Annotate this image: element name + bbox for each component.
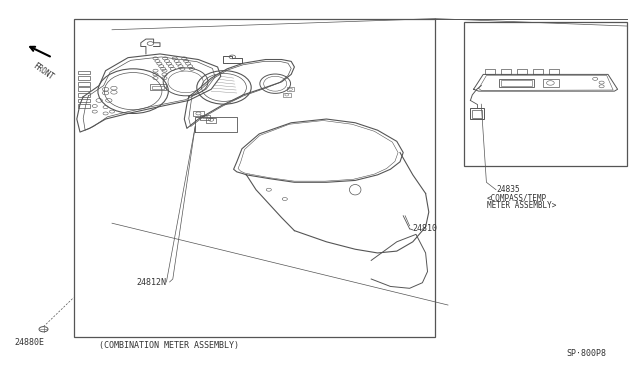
Bar (78, 99, 90, 102)
Bar (501, 80, 532, 86)
Bar (193, 111, 204, 116)
Bar (78, 71, 90, 74)
Bar (74, 19, 435, 337)
Bar (472, 110, 482, 118)
Bar (206, 118, 216, 123)
Bar (78, 93, 90, 97)
Text: <COMPASS/TEMP: <COMPASS/TEMP (487, 193, 547, 202)
Bar (152, 86, 164, 89)
Bar (470, 108, 484, 119)
Bar (78, 104, 90, 108)
Text: SP·800P8: SP·800P8 (566, 349, 607, 358)
Bar (200, 115, 210, 120)
Text: 24810: 24810 (413, 224, 438, 233)
Bar (283, 93, 291, 97)
Bar (78, 76, 90, 80)
Bar (287, 87, 294, 91)
Bar (78, 87, 90, 91)
Bar (499, 79, 534, 87)
Bar (150, 84, 166, 90)
Bar (78, 82, 90, 86)
Text: (COMBINATION METER ASSEMBLY): (COMBINATION METER ASSEMBLY) (99, 341, 239, 350)
Text: 24835: 24835 (497, 185, 520, 194)
Text: 24812N: 24812N (136, 278, 166, 287)
Text: FRONT: FRONT (31, 61, 56, 82)
Bar (543, 79, 559, 87)
Bar (464, 22, 627, 166)
Text: 24880E: 24880E (14, 338, 44, 347)
Text: METER ASSEMBLY>: METER ASSEMBLY> (487, 201, 556, 210)
